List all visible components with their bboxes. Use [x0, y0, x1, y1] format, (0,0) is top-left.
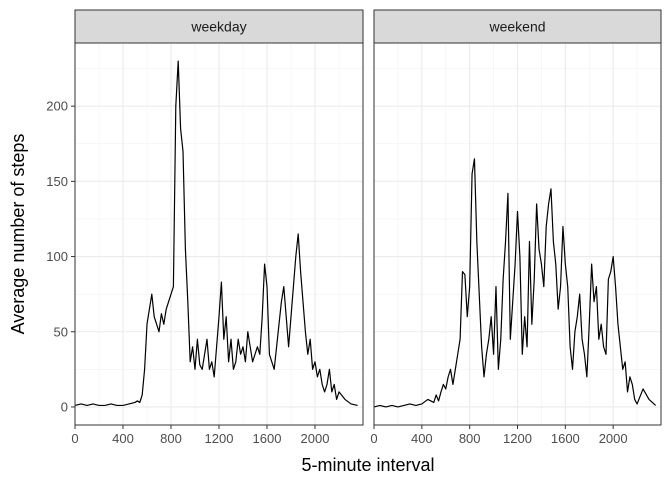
strip-weekday [74, 9, 364, 44]
x-tick-label: 0 [71, 431, 78, 446]
panel-weekend: weekend 0 400 800 1200 1600 2000 [370, 9, 662, 446]
y-axis-title: Average number of steps [8, 134, 28, 335]
y-tick-label: 150 [46, 174, 68, 189]
x-tick-label: 800 [459, 431, 481, 446]
series-line-weekend [373, 158, 657, 408]
y-tick-label: 200 [46, 99, 68, 114]
strip-label-weekend: weekend [488, 19, 545, 35]
y-tick-label: 100 [46, 249, 68, 264]
series-line-weekday [74, 60, 358, 407]
x-axis-title: 5-minute interval [301, 455, 434, 475]
strip-label-weekday: weekday [190, 19, 246, 35]
x-tick-label: 0 [370, 431, 377, 446]
y-tick-label: 0 [61, 399, 68, 414]
x-tick-label: 800 [160, 431, 182, 446]
panel-weekday: weekday 0 400 800 1200 1600 2000 0 50 100 150 200 [46, 9, 364, 446]
x-tick-label: 2000 [599, 431, 628, 446]
x-tick-label: 400 [411, 431, 433, 446]
x-tick-label: 2000 [301, 431, 330, 446]
x-tick-label: 400 [112, 431, 134, 446]
x-tick-label: 1600 [253, 431, 282, 446]
x-tick-label: 1200 [503, 431, 532, 446]
y-tick-label: 50 [54, 324, 68, 339]
x-tick-label: 1600 [551, 431, 580, 446]
x-tick-label: 1200 [205, 431, 234, 446]
